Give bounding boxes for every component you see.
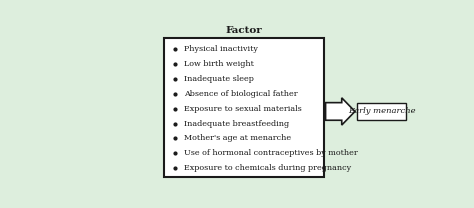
Text: Exposure to chemicals during pregnancy: Exposure to chemicals during pregnancy — [184, 164, 351, 172]
Text: Inadequate sleep: Inadequate sleep — [184, 75, 254, 83]
Text: Exposure to sexual materials: Exposure to sexual materials — [184, 105, 302, 113]
Text: Use of hormonal contraceptives by mother: Use of hormonal contraceptives by mother — [184, 149, 358, 157]
FancyBboxPatch shape — [164, 38, 324, 177]
Text: Absence of biological father: Absence of biological father — [184, 90, 298, 98]
Text: Inadequate breastfeeding: Inadequate breastfeeding — [184, 120, 289, 128]
Text: Mother's age at menarche: Mother's age at menarche — [184, 135, 292, 142]
FancyBboxPatch shape — [357, 103, 406, 120]
Text: Factor: Factor — [226, 26, 262, 35]
Text: Physical inactivity: Physical inactivity — [184, 45, 258, 53]
Text: Early menarche: Early menarche — [348, 108, 415, 115]
Text: Low birth weight: Low birth weight — [184, 60, 254, 68]
Polygon shape — [326, 98, 355, 125]
